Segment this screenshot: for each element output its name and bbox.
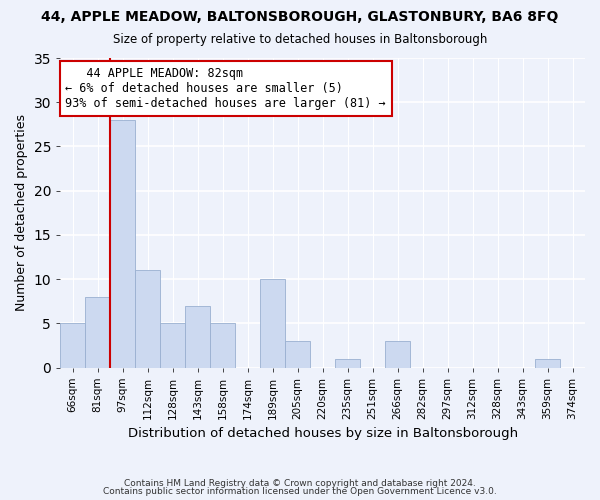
Bar — [285, 341, 310, 367]
Text: Contains HM Land Registry data © Crown copyright and database right 2024.: Contains HM Land Registry data © Crown c… — [124, 478, 476, 488]
Bar — [160, 324, 185, 368]
Bar — [85, 297, 110, 368]
Bar — [110, 120, 135, 368]
Bar — [260, 279, 285, 368]
Bar — [335, 358, 360, 368]
Bar — [60, 324, 85, 368]
Text: 44, APPLE MEADOW, BALTONSBOROUGH, GLASTONBURY, BA6 8FQ: 44, APPLE MEADOW, BALTONSBOROUGH, GLASTO… — [41, 10, 559, 24]
Bar — [385, 341, 410, 367]
Bar — [135, 270, 160, 368]
Text: Contains public sector information licensed under the Open Government Licence v3: Contains public sector information licen… — [103, 487, 497, 496]
Y-axis label: Number of detached properties: Number of detached properties — [15, 114, 28, 312]
Bar — [535, 358, 560, 368]
Text: Size of property relative to detached houses in Baltonsborough: Size of property relative to detached ho… — [113, 32, 487, 46]
Bar — [185, 306, 210, 368]
Text: 44 APPLE MEADOW: 82sqm
← 6% of detached houses are smaller (5)
93% of semi-detac: 44 APPLE MEADOW: 82sqm ← 6% of detached … — [65, 68, 386, 110]
X-axis label: Distribution of detached houses by size in Baltonsborough: Distribution of detached houses by size … — [128, 427, 518, 440]
Bar — [210, 324, 235, 368]
